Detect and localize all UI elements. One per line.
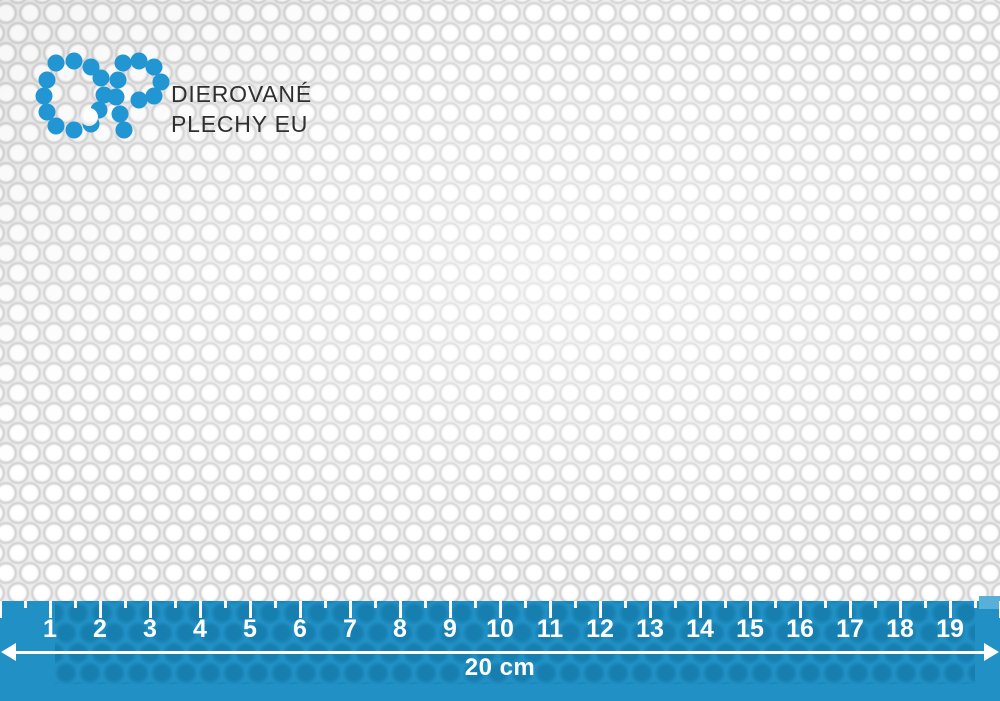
ruler-tick [923,601,927,608]
ruler-number: 11 [536,615,564,643]
ruler-number: 12 [586,615,614,643]
ruler-tick [323,601,327,608]
ruler-tick [698,601,702,618]
ruler-corner-patch [979,596,1000,609]
logo-text: DIEROVANÉ PLECHY EU [171,79,312,139]
ruler-tick [123,601,127,608]
ruler-tick [523,601,527,608]
ruler-scale: 1 2 3 4 5 6 7 8 9 10 11 12 13 14 15 16 17 18 19 20 cm [0,596,1000,701]
logo-dot [145,58,163,76]
ruler-tick [98,601,102,618]
ruler-tick [748,601,752,618]
ruler-tick [548,601,552,618]
logo-dot [92,69,110,87]
ruler-tick [798,601,802,618]
ruler-number: 18 [886,615,914,643]
ruler-tick [373,601,377,608]
logo-dot [152,73,170,91]
ruler-length-label: 20 cm [464,654,536,681]
ruler-tick [273,601,277,608]
ruler-tick [298,601,302,618]
logo-dot [38,103,56,121]
ruler-tick [73,601,77,608]
ruler-number: 5 [243,615,257,643]
ruler-tick [998,601,1000,618]
logo-dot [47,117,65,135]
logo-dot [107,88,125,106]
ruler-tick [673,601,677,608]
ruler-tick [173,601,177,608]
logo-dot [130,91,148,109]
ruler-number: 8 [393,615,407,643]
ruler-arrow-line [13,651,987,654]
ruler-tick [948,601,952,618]
logo-dot [65,121,83,139]
logo-dot [35,87,53,105]
ruler-tick [148,601,152,618]
ruler-tick [723,601,727,608]
ruler-tick [898,601,902,618]
ruler-tick [648,601,652,618]
ruler-number: 2 [93,615,107,643]
ruler-number: 9 [443,615,457,643]
logo-dot [38,71,56,89]
ruler-number: 1 [43,615,57,643]
ruler-tick [623,601,627,608]
ruler-tick [23,601,27,608]
ruler-tick [773,601,777,608]
ruler-tick [248,601,252,618]
logo-dot [109,71,127,89]
logo-dot [47,54,65,72]
logo-text-line1: DIEROVANÉ [171,81,312,107]
ruler-tick [598,601,602,618]
ruler-number: 7 [343,615,357,643]
logo-dot [114,54,132,72]
ruler-tick [423,601,427,608]
ruler-perforation-overlay [55,601,975,684]
ruler-number: 10 [486,615,514,643]
ruler-number: 3 [143,615,157,643]
ruler-tick [498,601,502,618]
ruler-tick [223,601,227,608]
ruler-tick [873,601,877,608]
ruler-number: 6 [293,615,307,643]
ruler-number: 13 [636,615,664,643]
ruler-number: 17 [836,615,864,643]
ruler-tick [448,601,452,618]
ruler-number: 16 [786,615,814,643]
ruler-tick [48,601,52,618]
ruler-arrow-right-icon [984,643,999,661]
ruler-tick [198,601,202,618]
logo-text-line2: PLECHY EU [171,111,309,137]
ruler-number: 15 [736,615,764,643]
ruler-tick [0,601,2,618]
logo-dot [145,87,163,105]
ruler-tick [573,601,577,608]
ruler-number: 4 [193,615,207,643]
logo-dot [65,52,83,70]
ruler-tick [398,601,402,618]
ruler-tick [823,601,827,608]
logo-dot [130,52,148,70]
logo-highlight-hole [80,108,98,126]
logo-dot [111,105,129,123]
ruler-tick [848,601,852,618]
ruler-number: 14 [686,615,714,643]
ruler-tick [348,601,352,618]
ruler-number: 19 [936,615,964,643]
logo-dot [115,121,133,139]
ruler-arrow-left-icon [1,643,16,661]
ruler-tick [473,601,477,608]
ruler-tick [973,601,977,608]
